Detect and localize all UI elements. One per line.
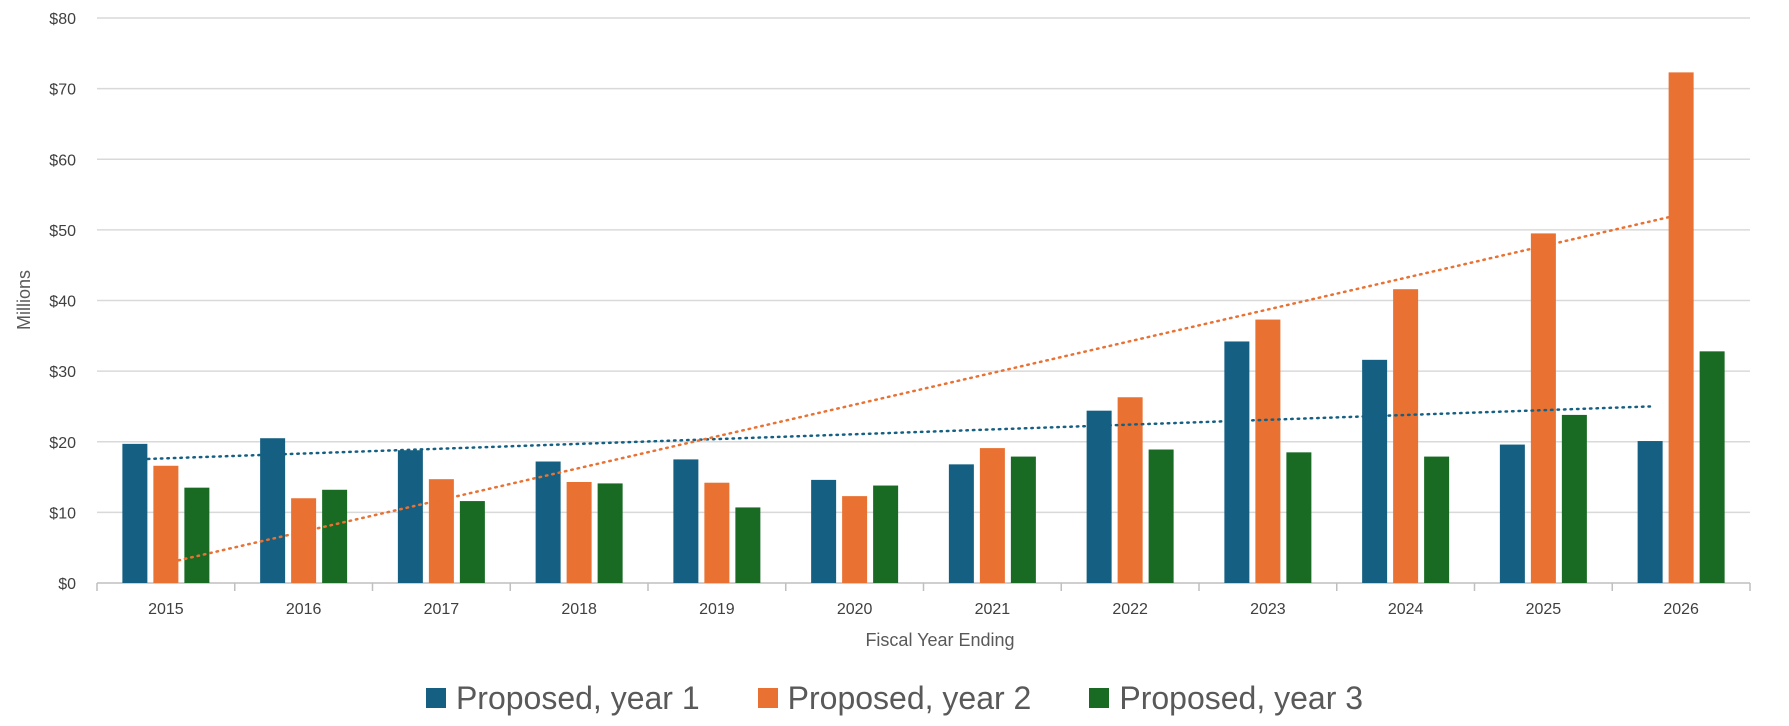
bar-2022-series-1: [1086, 410, 1112, 583]
x-tick-label: 2019: [699, 601, 735, 618]
x-tick-label: 2018: [561, 601, 597, 618]
x-tick-label: 2023: [1250, 601, 1286, 618]
x-tick-label: 2024: [1388, 601, 1424, 618]
bars: [122, 72, 1725, 583]
bar-2026-series-1: [1637, 441, 1663, 583]
bar-2016-series-3: [322, 489, 348, 583]
bar-2020-series-2: [842, 496, 868, 583]
y-tick-label: $40: [49, 294, 76, 311]
trendlines: [133, 213, 1683, 565]
bar-2026-series-2: [1668, 72, 1694, 583]
bar-2023-series-1: [1224, 341, 1250, 583]
bar-2020-series-1: [811, 479, 837, 583]
bar-2024-series-3: [1424, 456, 1450, 583]
legend-item-year2: Proposed, year 2: [757, 680, 1032, 716]
x-tick-label: 2026: [1663, 601, 1699, 618]
legend: Proposed, year 1 Proposed, year 2 Propos…: [0, 680, 1789, 716]
x-tick-label: 2016: [286, 601, 322, 618]
bar-2020-series-3: [873, 485, 899, 583]
y-tick-label: $60: [49, 152, 76, 169]
x-tick-label: 2015: [148, 601, 184, 618]
bar-2019-series-3: [735, 507, 761, 583]
bar-2023-series-2: [1255, 319, 1281, 583]
x-tick-label: 2021: [975, 601, 1011, 618]
y-tick-label: $80: [49, 11, 76, 28]
trendline-series-1: [133, 405, 1652, 461]
gridlines: [96, 17, 1751, 591]
y-tick-label: $10: [49, 505, 76, 522]
legend-item-year3: Proposed, year 3: [1089, 680, 1363, 716]
bar-2025-series-3: [1561, 414, 1587, 583]
legend-label-year1: Proposed, year 1: [455, 680, 700, 716]
x-tick-label: 2017: [424, 601, 460, 618]
legend-swatch-year3: [1089, 688, 1110, 708]
bar-2021-series-3: [1010, 456, 1036, 583]
bar-2017-series-3: [459, 501, 485, 583]
bar-2018-series-2: [566, 482, 592, 583]
bar-2021-series-2: [979, 448, 1005, 583]
y-tick-label: $20: [49, 435, 76, 452]
legend-label-year2: Proposed, year 2: [787, 680, 1032, 716]
y-axis-title: Millions: [14, 270, 34, 330]
bar-2022-series-2: [1117, 397, 1143, 583]
chart-area: $0$10$20$30$40$50$60$70$80 2015 2016 2017 2…: [14, 11, 1751, 650]
x-axis-title: Fiscal Year Ending: [865, 630, 1014, 650]
bar-2015-series-3: [184, 487, 210, 583]
x-tick-label: 2020: [837, 601, 873, 618]
bar-2025-series-2: [1530, 233, 1556, 583]
y-tick-label: $70: [49, 82, 76, 99]
bar-2019-series-2: [704, 482, 730, 583]
bar-2016-series-1: [260, 438, 286, 583]
x-tick-label: 2025: [1526, 601, 1562, 618]
bar-2021-series-1: [948, 464, 974, 583]
legend-label-year3: Proposed, year 3: [1119, 680, 1364, 716]
y-tick-label: $30: [49, 364, 76, 381]
bar-2026-series-3: [1699, 351, 1725, 583]
y-tick-label: $50: [49, 223, 76, 240]
x-axis-ticks: 2015 2016 2017 2018 2019 2020 2021 2022 2023 2024…: [148, 601, 1699, 618]
legend-swatch-year1: [425, 688, 446, 708]
bar-2015-series-1: [122, 443, 148, 583]
legend-swatch-year2: [757, 688, 778, 708]
bar-2018-series-3: [597, 483, 623, 583]
legend-item-year1: Proposed, year 1: [425, 680, 700, 716]
y-axis-ticks: $0 $10 $20 $30 $40 $50 $60 $70 $80: [49, 11, 76, 593]
y-tick-label: $0: [58, 576, 76, 593]
bar-2019-series-1: [673, 459, 699, 583]
bar-2015-series-2: [153, 465, 179, 583]
bar-2025-series-1: [1499, 444, 1525, 583]
bar-2018-series-1: [535, 461, 561, 583]
bar-2023-series-3: [1286, 452, 1312, 583]
bar-2022-series-3: [1148, 449, 1174, 583]
bar-2017-series-2: [428, 479, 454, 583]
bar-2017-series-1: [397, 450, 423, 583]
x-tick-label: 2022: [1112, 601, 1148, 618]
bar-2024-series-1: [1362, 359, 1388, 583]
trendline-series-2: [164, 213, 1683, 565]
bar-2016-series-2: [291, 498, 317, 583]
bar-2024-series-2: [1393, 289, 1419, 583]
